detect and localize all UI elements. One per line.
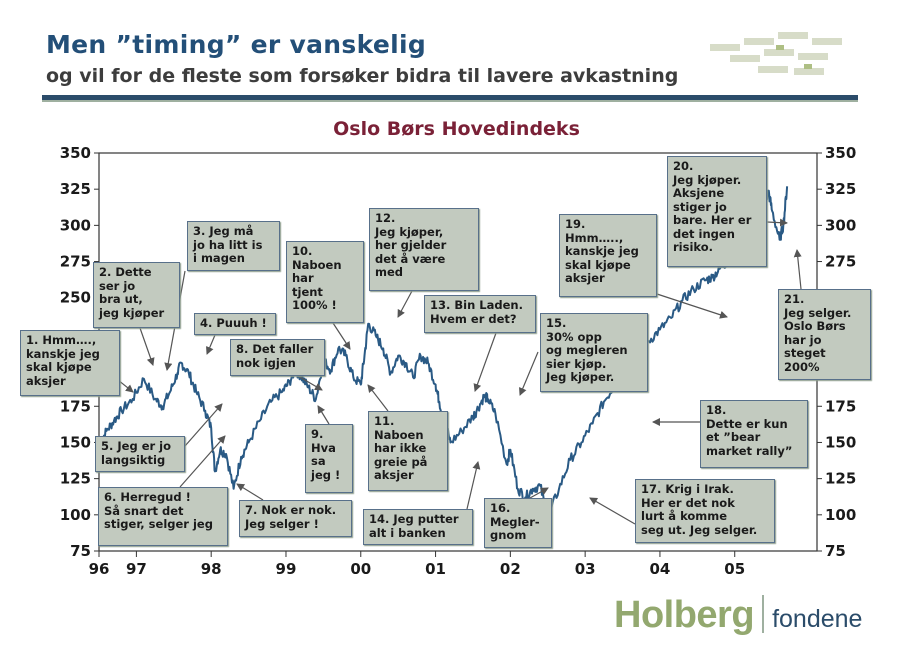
annotation-arrow-7 bbox=[236, 483, 264, 501]
x-tick-label: 01 bbox=[425, 560, 446, 578]
annotation-arrow-10 bbox=[332, 322, 351, 350]
y-tick-label-left: 300 bbox=[60, 216, 91, 234]
page-title: Men ”timing” er vanskelig bbox=[46, 30, 427, 59]
brand-suffix: fondene bbox=[772, 605, 863, 633]
page-subtitle: og vil for de fleste som forsøker bidra … bbox=[46, 65, 679, 87]
annotation-arrow-11 bbox=[367, 384, 389, 412]
y-tick-label-left: 350 bbox=[60, 144, 91, 162]
x-tick-label: 98 bbox=[201, 560, 222, 578]
annotation-arrow-4 bbox=[206, 334, 216, 355]
y-tick-label-right: 325 bbox=[825, 180, 856, 198]
y-tick-label-right: 125 bbox=[825, 470, 856, 488]
annotation-box-1: 1. Hmm…., kanskje jeg skal kjøpe aksjer bbox=[20, 330, 120, 396]
annotation-arrow-8 bbox=[297, 375, 323, 391]
annotation-box-19: 19. Hmm….., kanskje jeg skal kjøpe aksje… bbox=[559, 214, 657, 297]
y-tick-label-right: 75 bbox=[825, 542, 846, 560]
x-tick-label: 00 bbox=[350, 560, 371, 578]
annotation-arrow-21 bbox=[793, 249, 802, 290]
annotation-arrow-1 bbox=[117, 379, 134, 393]
annotation-arrow-9 bbox=[317, 405, 330, 425]
x-tick-label: 97 bbox=[126, 560, 147, 578]
annotation-box-20: 20. Jeg kjøper. Aksjene stiger jo bare. … bbox=[667, 156, 767, 267]
y-tick-label-right: 350 bbox=[825, 144, 856, 162]
y-tick-label-right: 150 bbox=[825, 433, 856, 451]
annotation-box-17: 17. Krig i Irak. Her er det nok lurt å k… bbox=[635, 479, 775, 543]
annotation-box-21: 21. Jeg selger. Oslo Børs har jo steget … bbox=[778, 289, 871, 380]
annotation-box-16: 16. Megler- gnom bbox=[484, 498, 552, 548]
brand-name: Holberg bbox=[614, 594, 755, 636]
y-tick-label-left: 325 bbox=[60, 180, 91, 198]
y-tick-label-left: 75 bbox=[70, 542, 91, 560]
annotation-box-7: 7. Nok er nok. Jeg selger ! bbox=[239, 500, 352, 537]
y-tick-label-right: 300 bbox=[825, 216, 856, 234]
x-tick-label: 99 bbox=[276, 560, 297, 578]
annotation-box-5: 5. Jeg er jo langsiktig bbox=[95, 436, 185, 472]
annotation-box-10: 10. Naboen har tjent 100% ! bbox=[286, 241, 364, 323]
annotation-box-6: 6. Herregud ! Så snart det stiger, selge… bbox=[98, 487, 228, 546]
y-tick-label-right: 175 bbox=[825, 397, 856, 415]
annotation-arrow-17 bbox=[589, 497, 636, 525]
y-tick-label-left: 275 bbox=[60, 253, 91, 271]
annotation-box-4: 4. Puuuh ! bbox=[194, 313, 276, 335]
annotation-box-14: 14. Jeg putter alt i banken bbox=[363, 509, 473, 545]
x-tick-label: 05 bbox=[724, 560, 745, 578]
header-divider bbox=[42, 95, 858, 100]
holberg-logo: Holberg fondene bbox=[614, 594, 862, 637]
y-tick-label-left: 175 bbox=[60, 397, 91, 415]
y-tick-label-right: 275 bbox=[825, 253, 856, 271]
index-series-line bbox=[98, 186, 789, 519]
x-tick-label: 96 bbox=[89, 560, 110, 578]
decorative-logo-icon bbox=[710, 32, 842, 75]
x-tick-label: 02 bbox=[500, 560, 521, 578]
annotation-arrow-6 bbox=[179, 435, 226, 488]
annotation-arrow-5 bbox=[184, 403, 223, 447]
annotation-box-2: 2. Dette ser jo bra ut, jeg kjøper bbox=[93, 262, 180, 328]
annotation-box-13: 13. Bin Laden. Hvem er det? bbox=[424, 295, 536, 333]
annotation-arrow-15 bbox=[519, 351, 539, 396]
y-tick-label-left: 250 bbox=[60, 289, 91, 307]
y-tick-label-left: 150 bbox=[60, 433, 91, 451]
annotation-arrow-14 bbox=[466, 461, 481, 510]
annotation-arrow-13 bbox=[473, 332, 497, 392]
annotation-arrow-20 bbox=[766, 218, 788, 227]
x-tick-label: 04 bbox=[650, 560, 671, 578]
annotation-box-8: 8. Det faller nok igjen bbox=[230, 339, 325, 376]
annotation-box-9: 9. Hva sa jeg ! bbox=[305, 424, 353, 493]
y-tick-label-left: 125 bbox=[60, 470, 91, 488]
annotation-arrow-2 bbox=[139, 327, 155, 366]
annotation-box-3: 3. Jeg må jo ha litt is i magen bbox=[187, 221, 280, 271]
annotation-arrow-16 bbox=[529, 487, 549, 499]
annotation-box-12: 12. Jeg kjøper, her gjelder det å være m… bbox=[369, 208, 479, 291]
annotation-box-11: 11. Naboen har ikke greie på aksjer bbox=[368, 411, 448, 491]
x-tick-label: 03 bbox=[575, 560, 596, 578]
annotation-arrow-12 bbox=[397, 290, 413, 318]
annotation-box-18: 18. Dette er kun et ”bear market rally” bbox=[700, 400, 808, 468]
annotation-arrow-19 bbox=[656, 293, 728, 319]
y-tick-label-right: 100 bbox=[825, 506, 856, 524]
y-tick-label-left: 100 bbox=[60, 506, 91, 524]
annotation-box-15: 15. 30% opp og megleren sier kjøp. Jeg k… bbox=[540, 313, 648, 392]
header-divider-accent bbox=[42, 100, 858, 102]
chart-title: Oslo Børs Hovedindeks bbox=[333, 118, 580, 140]
brand-divider bbox=[762, 595, 765, 633]
